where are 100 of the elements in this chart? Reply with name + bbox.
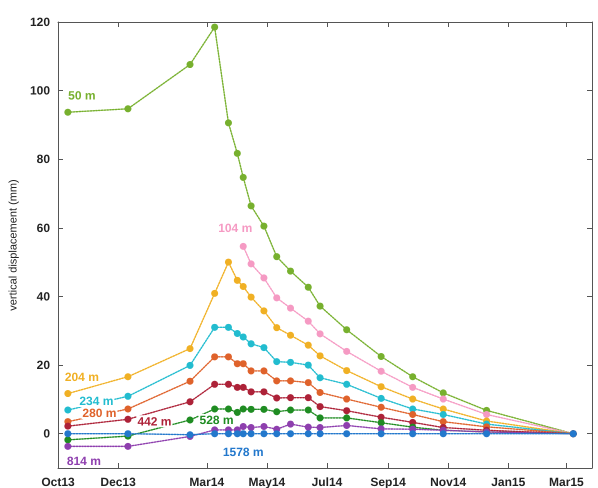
point <box>316 430 324 438</box>
point <box>287 268 294 275</box>
point <box>64 108 72 116</box>
point <box>287 430 294 438</box>
point <box>343 367 350 374</box>
point <box>287 332 294 339</box>
point <box>64 422 72 430</box>
point <box>234 330 241 338</box>
point <box>304 430 312 438</box>
point <box>273 377 280 384</box>
y-axis-title: vertical displacement (mm) <box>8 179 20 311</box>
point <box>378 383 385 390</box>
point <box>211 380 218 388</box>
point <box>316 302 324 310</box>
point <box>378 419 385 426</box>
point <box>211 405 218 412</box>
point <box>409 430 416 438</box>
x-tick-label: Jan15 <box>491 475 526 488</box>
point <box>248 202 255 210</box>
point <box>316 330 324 338</box>
point <box>378 394 385 402</box>
y-tick-label: 60 <box>36 220 50 235</box>
point <box>304 342 312 349</box>
series-label: 104 m <box>218 220 252 235</box>
point <box>440 430 447 438</box>
point <box>287 394 294 402</box>
point <box>409 410 416 418</box>
point <box>316 389 324 396</box>
point <box>234 384 241 391</box>
series-label: 442 m <box>137 414 172 428</box>
point <box>224 258 232 266</box>
point <box>273 394 280 402</box>
point <box>287 358 294 366</box>
point <box>304 394 312 402</box>
point <box>343 422 350 429</box>
point <box>260 307 268 314</box>
point <box>234 360 241 368</box>
point <box>343 414 350 422</box>
point <box>343 326 350 334</box>
point <box>234 276 241 284</box>
point <box>224 353 232 360</box>
point <box>224 380 232 388</box>
y-tick-label: 120 <box>30 15 50 29</box>
point <box>260 406 268 413</box>
series-label: 1578 m <box>222 445 264 460</box>
point <box>378 353 385 360</box>
x-tick-label: Jul14 <box>312 475 343 488</box>
point <box>186 61 194 68</box>
point <box>273 430 280 438</box>
point <box>304 318 312 325</box>
point <box>224 405 232 412</box>
point <box>316 424 324 432</box>
point <box>124 373 132 380</box>
point <box>240 384 247 391</box>
point <box>273 358 280 366</box>
point <box>260 222 268 230</box>
point <box>440 396 447 403</box>
point <box>483 410 490 418</box>
point <box>234 150 241 157</box>
point <box>316 414 324 422</box>
point <box>211 324 218 331</box>
point <box>234 408 241 416</box>
point <box>211 24 218 31</box>
point <box>248 340 255 348</box>
point <box>260 344 268 352</box>
point <box>316 403 324 410</box>
point <box>304 424 312 431</box>
point <box>287 377 294 384</box>
series-label: 204 m <box>64 370 99 384</box>
point <box>343 430 350 438</box>
point <box>304 362 312 369</box>
point <box>287 406 294 414</box>
point <box>240 422 247 430</box>
point <box>287 304 294 312</box>
point <box>240 283 247 290</box>
point <box>260 274 268 282</box>
point <box>248 367 255 374</box>
point <box>124 442 132 450</box>
point <box>260 388 268 396</box>
point <box>248 260 255 268</box>
point <box>273 324 280 332</box>
point <box>273 253 280 260</box>
point <box>248 424 255 432</box>
point <box>124 416 132 423</box>
point <box>260 422 268 430</box>
point <box>304 284 312 291</box>
point <box>316 374 324 382</box>
y-tick-label: 0 <box>43 426 50 441</box>
point <box>378 368 385 375</box>
series-label: 234 m <box>79 394 114 408</box>
point <box>240 242 247 250</box>
point <box>248 430 255 438</box>
x-tick-label: Nov14 <box>430 475 466 488</box>
point <box>124 392 132 400</box>
point <box>64 406 72 414</box>
point <box>186 398 194 406</box>
x-tick-label: Dec13 <box>100 475 136 488</box>
point <box>186 416 194 424</box>
point <box>440 418 447 426</box>
point <box>304 406 312 414</box>
